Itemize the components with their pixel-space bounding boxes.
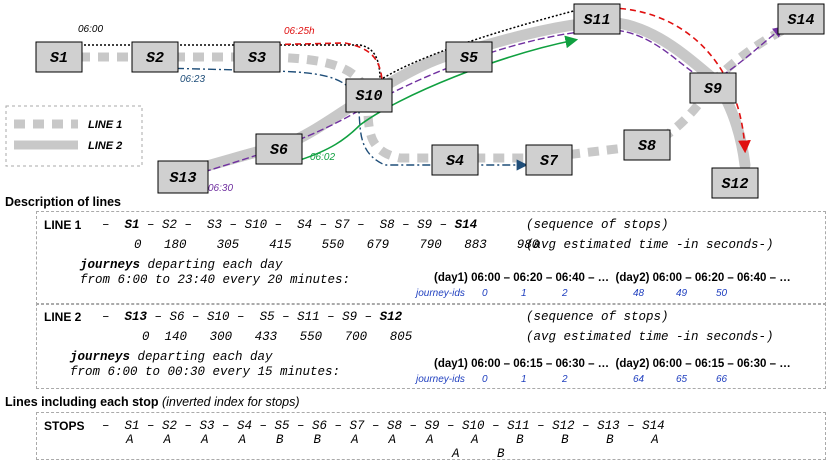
svg-text:S9: S9 <box>704 81 722 98</box>
svg-text:S13: S13 <box>169 170 196 187</box>
line1-journey-id: 0 <box>482 288 488 299</box>
stop-s14: S14 <box>777 3 825 35</box>
line2-title: LINE 2 <box>44 310 82 324</box>
svg-text:S11: S11 <box>583 12 610 29</box>
line2-times-note: (avg estimated time -in seconds-) <box>526 330 774 344</box>
line1-sequence-note: (sequence of stops) <box>526 218 669 232</box>
time-label-0623: 06:23 <box>180 74 205 85</box>
svg-text:S3: S3 <box>248 50 266 67</box>
svg-text:LINE 1: LINE 1 <box>88 119 122 131</box>
stop-s6: S6 <box>255 133 303 165</box>
journey-red <box>254 7 745 150</box>
line2-times: 0 140 300 433 550 700 805 <box>142 330 413 344</box>
stop-s2: S2 <box>131 41 179 73</box>
line1-journeys-range: from 6:00 to 23:40 every 20 minutes: <box>80 273 351 287</box>
time-label-0600: 06:00 <box>78 24 103 35</box>
stops-index-box <box>36 412 826 460</box>
svg-text:S8: S8 <box>638 138 656 155</box>
line2-journey-ids-label: journey-ids <box>416 374 465 385</box>
legend: LINE 1 LINE 2 <box>5 105 143 167</box>
description-heading: Description of lines <box>5 195 121 209</box>
line2-journey-id: 66 <box>716 374 728 385</box>
svg-text:S1: S1 <box>50 50 68 67</box>
svg-text:S10: S10 <box>355 88 382 105</box>
svg-text:S2: S2 <box>146 50 164 67</box>
line1-journey-ids-label: journey-ids <box>416 288 465 299</box>
line2-description-box <box>36 303 826 389</box>
svg-text:S14: S14 <box>787 12 814 29</box>
line1-times: 0 180 305 415 550 679 790 883 980 <box>134 238 540 252</box>
line2-journey-id: 65 <box>676 374 688 385</box>
line1-journey-id: 48 <box>633 288 645 299</box>
transit-network-diagram: S1 S2 S3 S5 S11 S14 S10 S9 S8 S6 S4 S7 S… <box>5 3 825 199</box>
line1-journeys-text: journeys departing each day <box>80 258 283 272</box>
line2-journey-id: 2 <box>562 374 568 385</box>
stops-index-lines-second: A B <box>452 447 505 461</box>
svg-text:S5: S5 <box>460 50 478 67</box>
stop-s10: S10 <box>345 78 393 113</box>
stop-s13: S13 <box>157 160 209 194</box>
line2-sequence: – S13 – S6 – S10 – S5 – S11 – S9 – S12 <box>102 310 403 324</box>
line1-journey-id: 1 <box>521 288 527 299</box>
line2-sequence-note: (sequence of stops) <box>526 310 669 324</box>
line1-journey-id: 49 <box>676 288 688 299</box>
svg-text:S4: S4 <box>446 153 464 170</box>
line2-journey-id: 1 <box>521 374 527 385</box>
stop-s3: S3 <box>233 41 281 73</box>
stop-s12: S12 <box>711 167 759 199</box>
line1-title: LINE 1 <box>44 218 82 232</box>
stops-index-stops: – S1 – S2 – S3 – S4 – S5 – S6 – S7 – S8 … <box>102 419 665 433</box>
line1-times-note: (avg estimated time -in seconds-) <box>526 238 774 252</box>
stop-s4: S4 <box>431 144 479 176</box>
stops-index-lines: A A A A B B A A A A B B B A <box>126 433 659 447</box>
line2-schedule: (day1) 06:00 – 06:15 – 06:30 – … (day2) … <box>434 358 791 370</box>
stops-index-label: STOPS <box>44 419 85 433</box>
journey-black <box>60 4 588 82</box>
stop-s5: S5 <box>445 41 493 73</box>
line1-sequence: – S1 – S2 – S3 – S10 – S4 – S7 – S8 – S9… <box>102 218 478 232</box>
svg-text:LINE 2: LINE 2 <box>88 140 122 152</box>
stop-s11: S11 <box>573 3 621 35</box>
time-label-0630: 06:30 <box>208 183 233 194</box>
inverted-index-heading: Lines including each stop (inverted inde… <box>5 395 300 409</box>
line1-journey-id: 50 <box>716 288 728 299</box>
line2-journeys-text: journeys departing each day <box>70 350 273 364</box>
line2-journeys-range: from 6:00 to 00:30 every 15 minutes: <box>70 365 341 379</box>
stop-s7: S7 <box>525 144 573 176</box>
stop-s1: S1 <box>35 41 83 73</box>
line1-journey-id: 2 <box>562 288 568 299</box>
svg-text:S6: S6 <box>270 142 288 159</box>
stop-s9: S9 <box>689 72 737 104</box>
line2-journey-id: 64 <box>633 374 645 385</box>
stop-s8: S8 <box>623 129 671 161</box>
svg-text:S12: S12 <box>721 176 748 193</box>
time-label-0625: 06:25h <box>284 26 315 37</box>
svg-text:S7: S7 <box>540 153 559 170</box>
line2-journey-id: 0 <box>482 374 488 385</box>
line1-description-box <box>36 211 826 305</box>
line1-schedule: (day1) 06:00 – 06:20 – 06:40 – … (day2) … <box>434 272 791 284</box>
line1-track <box>60 17 802 163</box>
time-label-0602: 06:02 <box>310 152 335 163</box>
